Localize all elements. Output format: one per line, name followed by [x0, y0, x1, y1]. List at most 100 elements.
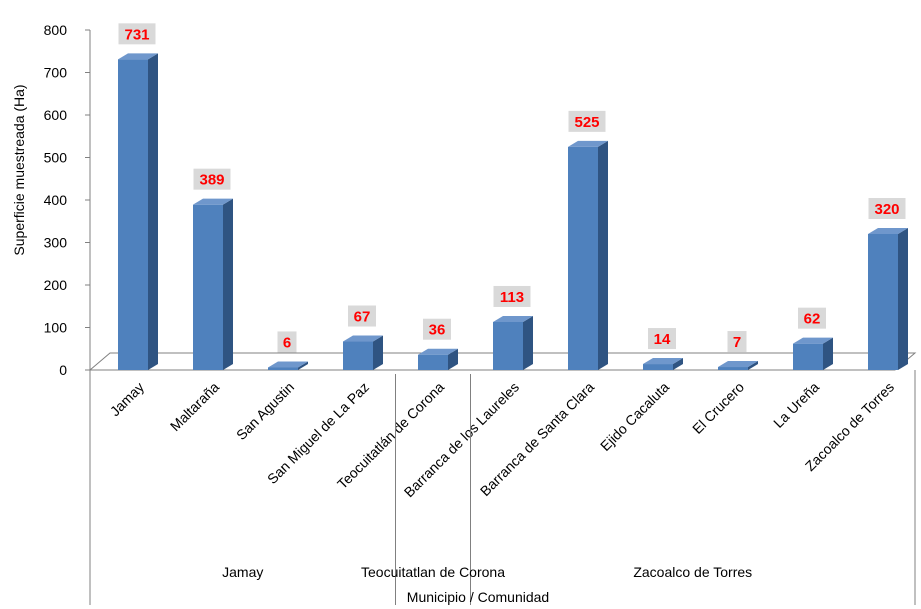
bar-side	[898, 228, 908, 370]
data-label-box	[118, 23, 156, 45]
bar-front	[343, 341, 373, 370]
y-tick-label: 800	[44, 22, 68, 38]
bar-6	[568, 140, 608, 370]
bar-side	[148, 53, 158, 370]
data-label-text: 389	[199, 172, 224, 189]
data-label-box	[648, 328, 676, 350]
bar-side	[823, 337, 833, 370]
data-label-text: 113	[500, 289, 524, 306]
data-label-text: 14	[654, 331, 671, 348]
bar-8	[718, 361, 758, 370]
bar-front	[418, 354, 448, 370]
data-label-6: 525	[568, 110, 606, 132]
bar-top	[493, 315, 533, 322]
bar-front	[493, 321, 523, 370]
y-tick-label: 500	[44, 150, 68, 166]
category-label-1: Maltaraña	[167, 379, 222, 434]
bar-3	[343, 335, 383, 370]
bar-top	[568, 140, 608, 147]
bar-9	[793, 337, 833, 370]
bar-top	[118, 53, 158, 60]
data-label-text: 6	[283, 334, 291, 351]
bar-front	[118, 59, 148, 370]
bar-top	[418, 348, 458, 355]
bar-4	[418, 348, 458, 370]
data-label-box	[568, 110, 606, 132]
data-label-8: 7	[727, 331, 747, 353]
bar-side	[598, 140, 608, 370]
bar-front	[268, 367, 298, 370]
data-label-text: 67	[354, 309, 371, 326]
data-label-10: 320	[868, 198, 906, 219]
bar-top	[193, 198, 233, 205]
data-label-4: 36	[423, 318, 451, 340]
data-label-text: 62	[804, 311, 821, 328]
y-tick-label: 700	[44, 65, 68, 81]
y-tick-label: 0	[59, 362, 67, 378]
bar-side	[298, 361, 308, 370]
bar-top	[643, 358, 683, 365]
bar-1	[193, 198, 233, 370]
category-label-8: El Crucero	[689, 379, 747, 437]
floor-plane	[88, 352, 917, 371]
bar-front	[193, 204, 223, 370]
bar-side	[373, 335, 383, 370]
y-axis: 0 100 200 300 400 500 600 700 800	[44, 22, 91, 378]
category-label-9: La Ureña	[770, 379, 822, 431]
data-label-text: 320	[874, 201, 899, 218]
y-tick-label: 600	[44, 107, 68, 123]
y-tick-label: 300	[44, 235, 68, 251]
data-label-2: 6	[277, 331, 297, 353]
data-label-7: 14	[648, 328, 676, 350]
data-label-9: 62	[798, 307, 826, 329]
x-axis-title: Municipio / Comunidad	[407, 589, 549, 605]
bar-top	[793, 337, 833, 344]
group-labels: Jamay Teocuitatlan de Corona Zacoalco de T…	[89, 370, 916, 605]
data-label-box	[493, 285, 531, 307]
bar-side	[748, 361, 758, 370]
bar-front	[793, 343, 823, 370]
bar-front	[718, 367, 748, 370]
data-label-box	[277, 331, 297, 353]
data-label-1: 389	[193, 168, 231, 190]
y-tick-label: 100	[44, 320, 68, 336]
data-label-0: 731	[118, 23, 156, 45]
bar-2	[268, 361, 308, 370]
category-label-7: Ejido Cacaluta	[597, 379, 672, 454]
group-label-0: Jamay	[222, 564, 263, 580]
bar-10	[868, 228, 908, 370]
bar-top	[268, 361, 308, 368]
data-label-box	[798, 307, 826, 329]
data-label-text: 525	[574, 114, 599, 131]
category-label-0: Jamay	[107, 379, 147, 419]
category-label-2: San Agustin	[233, 379, 297, 443]
bar-side	[223, 198, 233, 370]
bars	[118, 53, 908, 370]
data-label-text: 36	[429, 322, 446, 339]
data-label-text: 731	[124, 26, 149, 43]
bar-side	[523, 315, 533, 370]
data-label-3: 67	[348, 305, 376, 327]
data-label-5: 113	[493, 285, 531, 307]
data-label-box	[727, 331, 747, 353]
bar-front	[568, 146, 598, 370]
bar-top	[343, 335, 383, 342]
data-label-box	[423, 318, 451, 340]
bar-top	[718, 361, 758, 368]
chart-floor	[88, 352, 917, 371]
group-label-1: Teocuitatlan de Corona	[361, 564, 505, 580]
bar-5	[493, 315, 533, 370]
y-axis-title: Superficie muestreada (Ha)	[11, 84, 27, 255]
y-tick-label: 200	[44, 277, 68, 293]
data-label-box	[348, 305, 376, 327]
bar-top	[868, 228, 908, 234]
bar-side	[448, 348, 458, 370]
bar-0	[118, 53, 158, 370]
data-label-text: 7	[733, 334, 741, 351]
group-label-2: Zacoalco de Torres	[633, 564, 752, 580]
y-tick-label: 400	[44, 192, 68, 208]
bar-side	[673, 358, 683, 370]
bar-front	[868, 234, 898, 370]
